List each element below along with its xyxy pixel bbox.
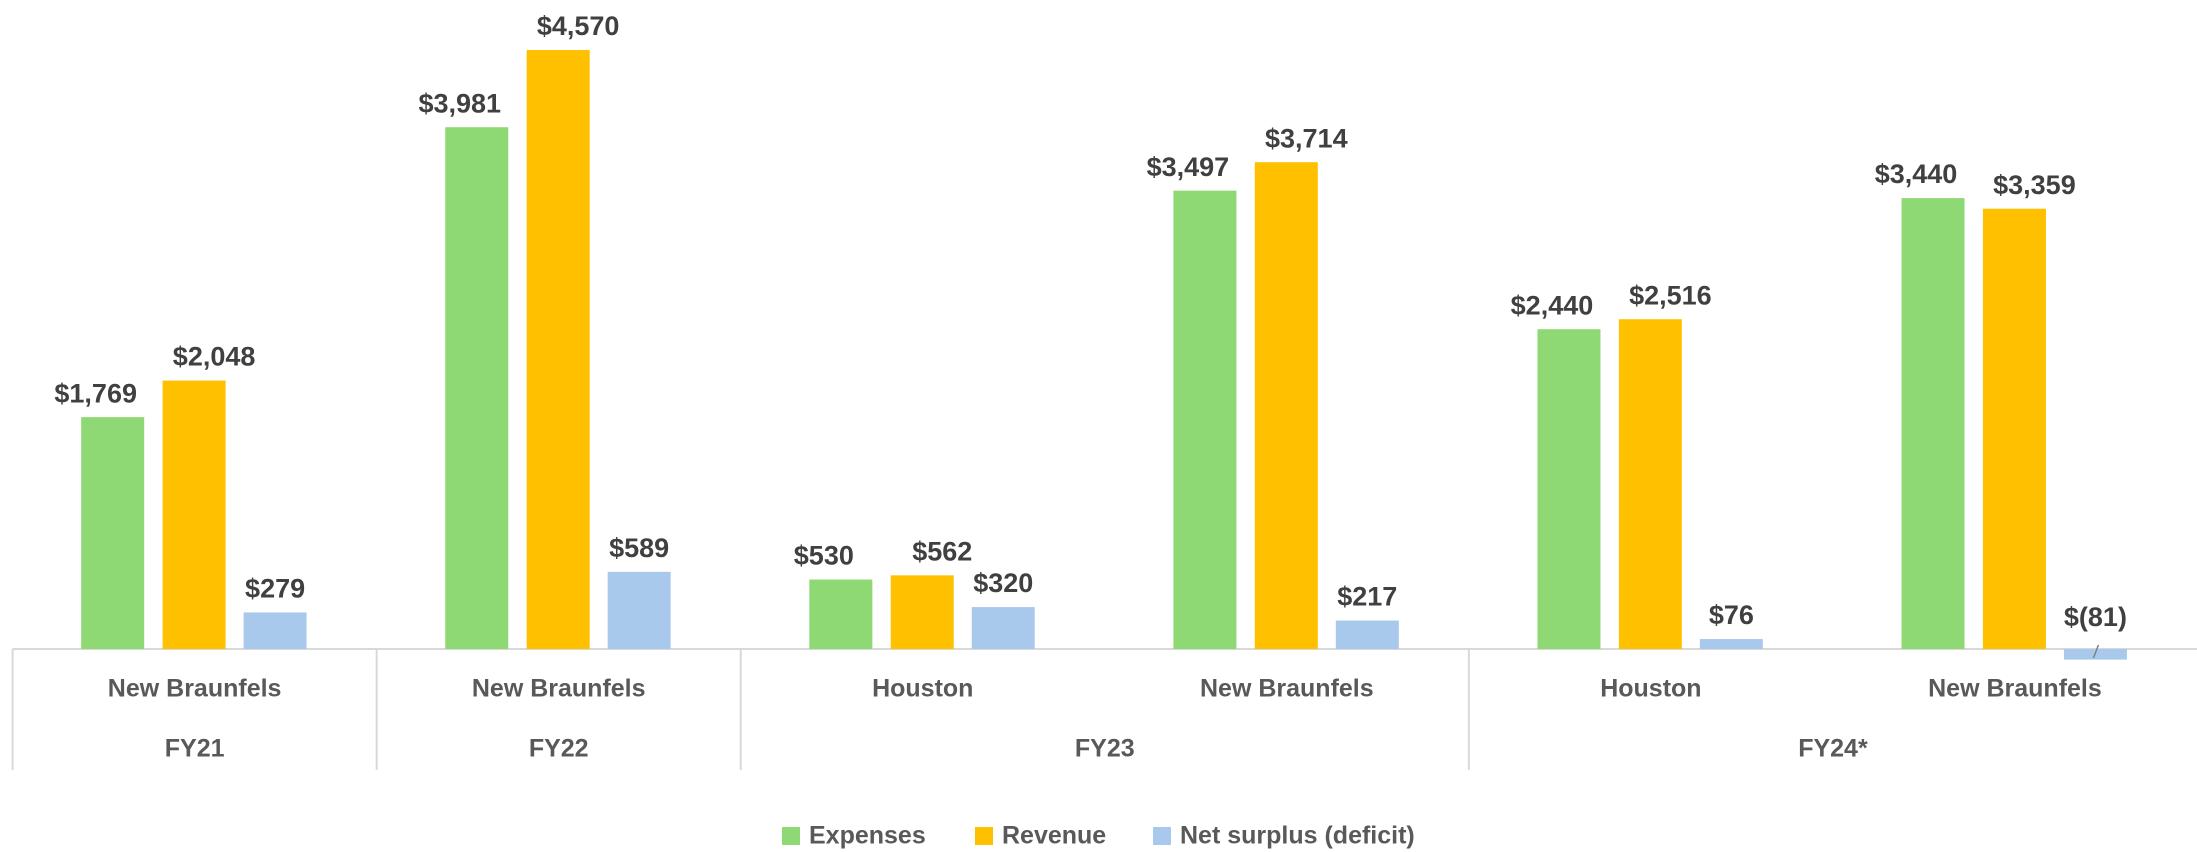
data-label: $3,440	[1875, 159, 1958, 189]
group-label: FY23	[1075, 735, 1135, 763]
data-label: $1,769	[54, 378, 137, 408]
data-label: $589	[609, 533, 669, 563]
group-label: FY21	[165, 735, 225, 763]
data-label: $217	[1337, 582, 1397, 612]
bar	[81, 417, 145, 649]
data-label: $2,048	[173, 342, 256, 372]
data-label: $3,497	[1147, 152, 1230, 182]
data-label: $279	[245, 574, 305, 604]
group-label: FY22	[529, 735, 589, 763]
data-label: $2,516	[1629, 280, 1712, 310]
bar	[1254, 162, 1318, 649]
data-label: $76	[1709, 600, 1754, 630]
bar	[809, 579, 873, 649]
category-label: Houston	[872, 675, 973, 703]
bar	[607, 571, 671, 649]
bar	[1982, 208, 2046, 649]
bar	[526, 50, 590, 649]
data-label: $3,981	[418, 88, 501, 118]
data-label: $4,570	[537, 11, 620, 41]
group-label: FY24*	[1798, 735, 1868, 763]
legend-label: Expenses	[809, 822, 926, 850]
bar	[162, 380, 226, 649]
data-label: $320	[973, 568, 1033, 598]
data-label: $530	[794, 541, 854, 571]
bar	[243, 612, 307, 649]
data-label: $2,440	[1511, 290, 1594, 320]
bar	[1335, 620, 1399, 649]
bar	[1901, 198, 1965, 649]
category-label: Houston	[1600, 675, 1701, 703]
category-label: New Braunfels	[1200, 675, 1374, 703]
category-label: New Braunfels	[1928, 675, 2102, 703]
bar	[1618, 319, 1682, 649]
bar	[1699, 639, 1763, 649]
bar	[445, 127, 509, 649]
legend-swatch	[975, 827, 993, 845]
legend-label: Revenue	[1002, 822, 1106, 850]
bar	[1173, 190, 1237, 649]
data-label: $562	[912, 536, 972, 566]
legend-label: Net surplus (deficit)	[1180, 822, 1415, 850]
data-label: $3,359	[1993, 170, 2076, 200]
leader-line	[2092, 644, 2100, 659]
legend-swatch	[1153, 827, 1171, 845]
bar	[971, 607, 1035, 649]
legend-swatch	[782, 827, 800, 845]
category-label: New Braunfels	[108, 675, 282, 703]
data-label: $(81)	[2064, 602, 2127, 632]
data-label: $3,714	[1265, 123, 1348, 153]
bar	[890, 575, 954, 649]
bar	[1537, 329, 1601, 649]
category-label: New Braunfels	[472, 675, 646, 703]
